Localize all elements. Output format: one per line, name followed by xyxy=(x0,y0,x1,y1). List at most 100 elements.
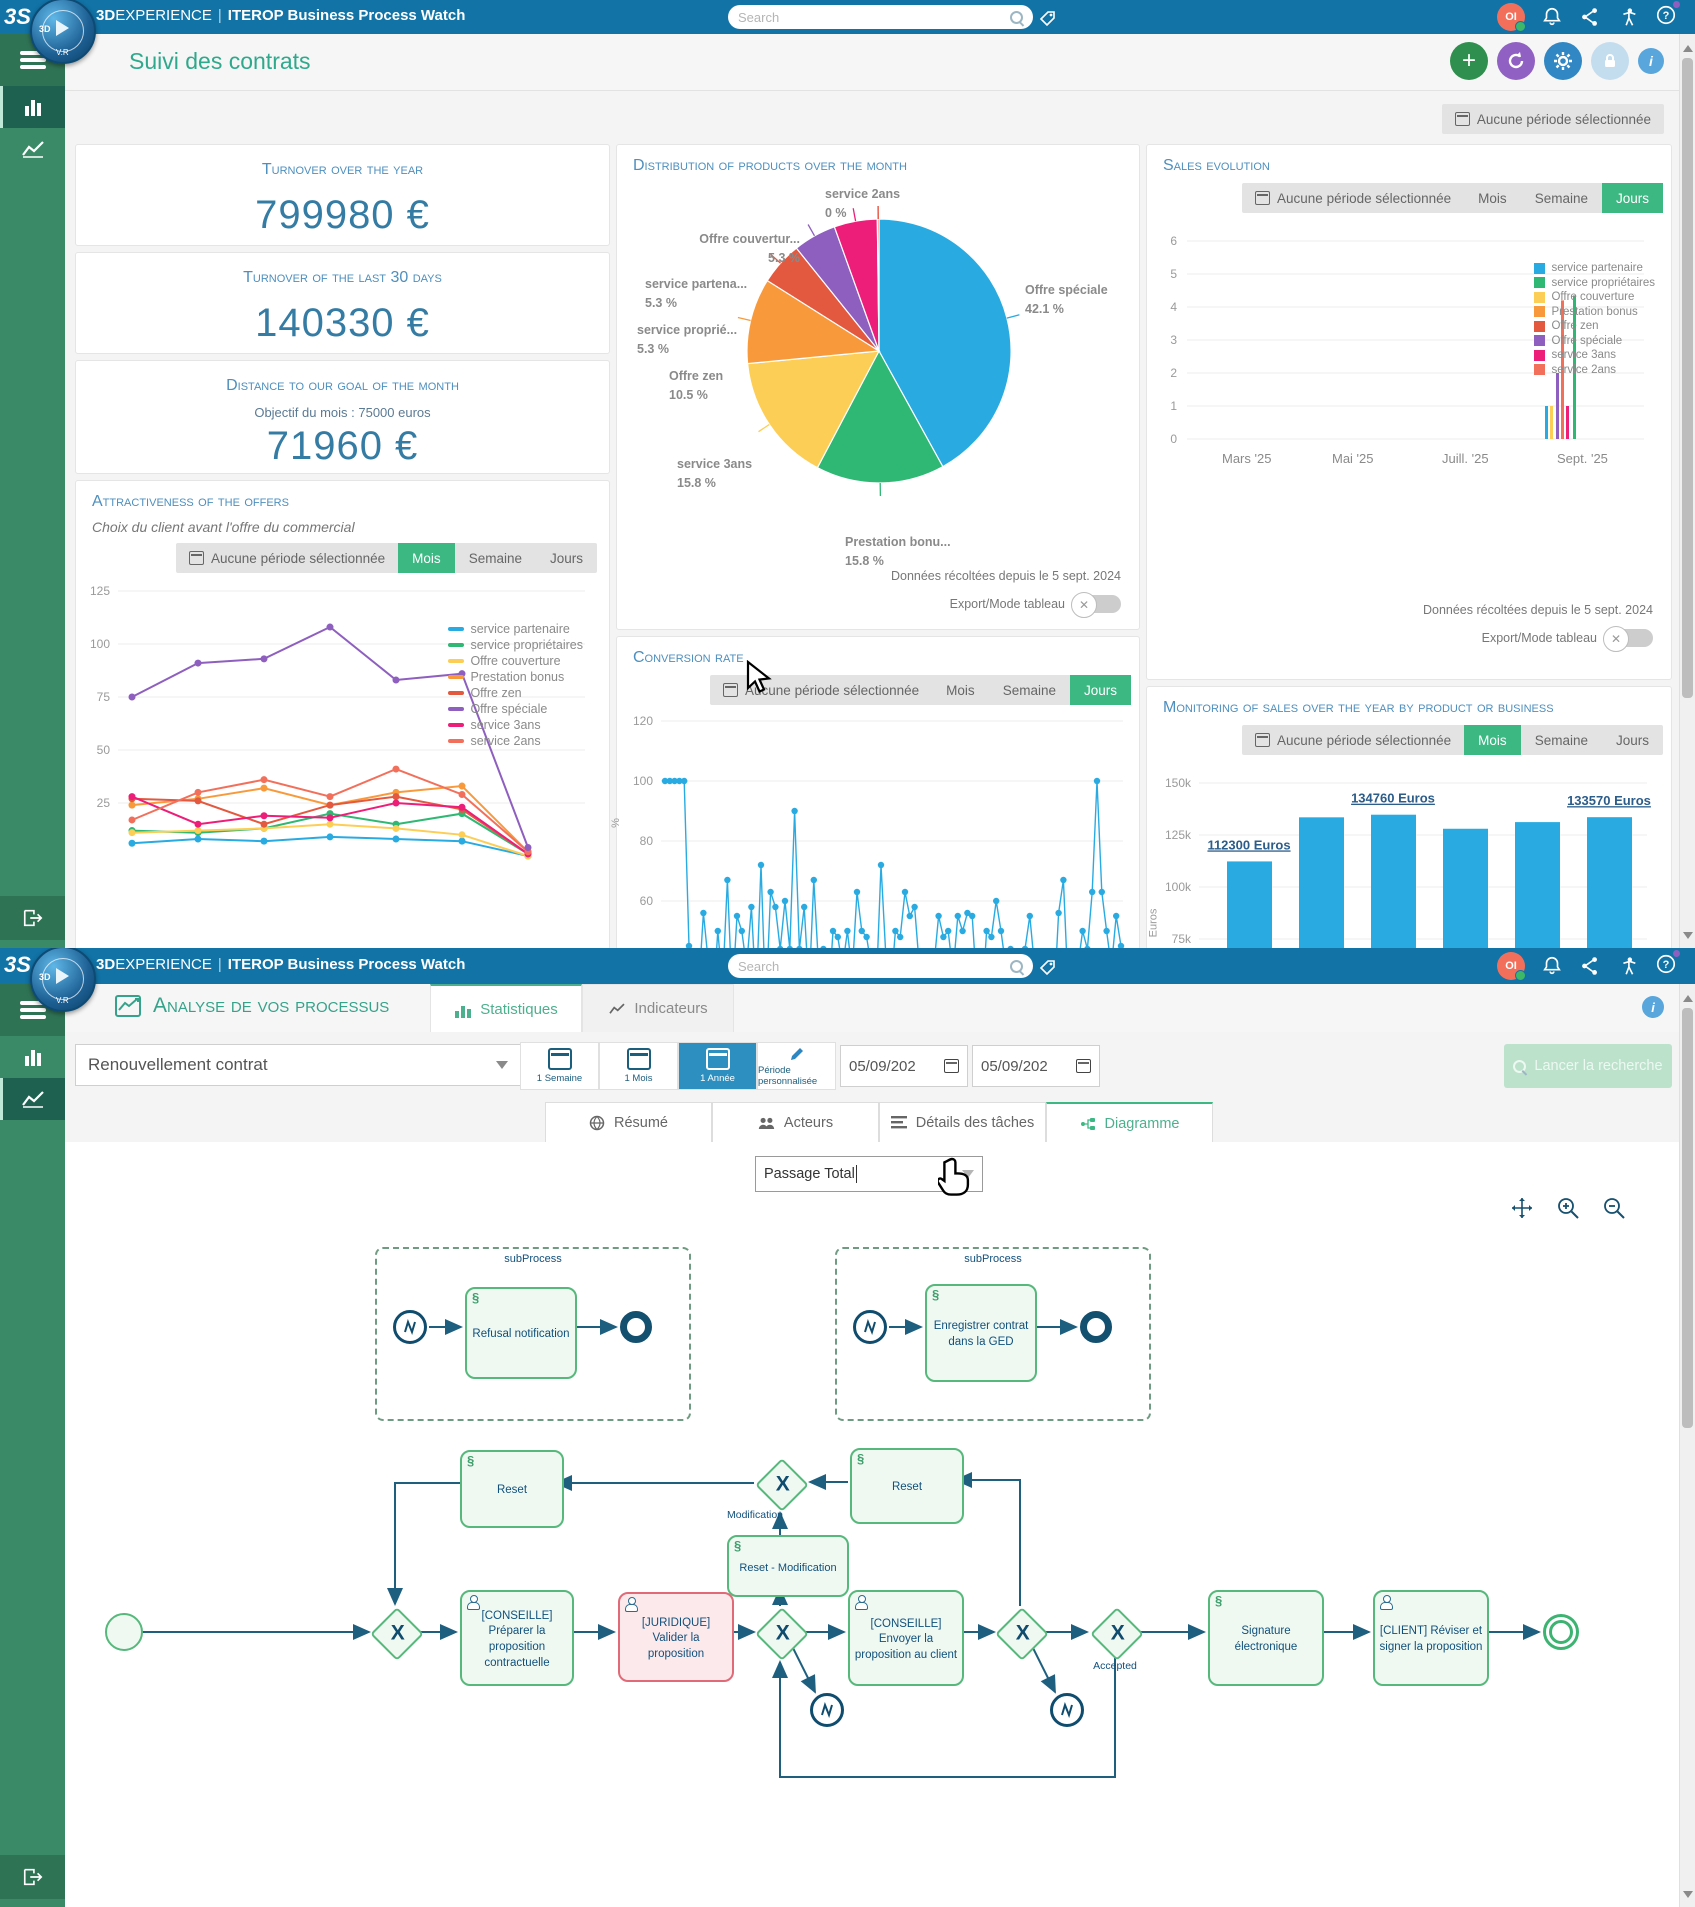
search-icon[interactable] xyxy=(1010,959,1023,973)
scroll-down-arrow[interactable] xyxy=(1683,1891,1693,1903)
date-to-input[interactable]: 05/09/202 xyxy=(972,1045,1100,1087)
end-event-final[interactable] xyxy=(1543,1614,1579,1650)
scrollbar-vertical[interactable] xyxy=(1679,984,1695,1907)
info-button[interactable]: i xyxy=(1642,996,1664,1018)
message-start-event[interactable] xyxy=(853,1310,887,1344)
bell-icon[interactable] xyxy=(1541,6,1563,28)
message-start-event[interactable] xyxy=(393,1310,427,1344)
sidebar-item-indicators[interactable] xyxy=(0,1078,65,1120)
settings-button[interactable] xyxy=(1544,42,1582,80)
zoom-out-icon[interactable] xyxy=(1603,1197,1625,1219)
start-event[interactable] xyxy=(105,1613,143,1651)
search-input[interactable]: Search xyxy=(728,5,1033,29)
search-icon[interactable] xyxy=(1010,10,1023,24)
tab-statistiques[interactable]: Statistiques xyxy=(430,984,582,1032)
zoom-in-icon[interactable] xyxy=(1557,1197,1579,1219)
bell-icon[interactable] xyxy=(1541,955,1563,977)
tag-icon[interactable] xyxy=(1038,957,1058,977)
task-reset-modification[interactable]: § Reset - Modification xyxy=(727,1535,849,1597)
task-client-reviser[interactable]: [CLIENT] Réviser et signer la propositio… xyxy=(1373,1590,1489,1686)
period-pill[interactable]: Aucune période sélectionnée xyxy=(176,543,398,573)
user-avatar[interactable]: OI xyxy=(1497,952,1526,981)
export-mode-toggle[interactable]: ✕ xyxy=(1603,626,1653,652)
task-refusal-notification[interactable]: § Refusal notification xyxy=(465,1287,577,1379)
info-button[interactable]: i xyxy=(1638,48,1664,74)
tab-indicateurs[interactable]: Indicateurs xyxy=(582,984,734,1032)
subprocess-container[interactable]: subProcess xyxy=(835,1247,1151,1421)
period-custom-button[interactable]: Période personnalisée xyxy=(757,1042,836,1090)
period-pill[interactable]: Aucune période sélectionnée xyxy=(1242,183,1464,213)
period-mois-button[interactable]: Mois xyxy=(946,682,975,698)
period-jours-button[interactable]: Jours xyxy=(1069,675,1131,705)
scrollbar-vertical[interactable] xyxy=(1679,34,1695,948)
refresh-button[interactable] xyxy=(1497,42,1535,80)
end-event[interactable] xyxy=(620,1311,652,1343)
tag-icon[interactable] xyxy=(1038,8,1058,28)
period-pill[interactable]: Aucune période sélectionnée xyxy=(710,675,932,705)
message-intermediate-event[interactable] xyxy=(810,1693,844,1727)
task-enregistrer-ged[interactable]: § Enregistrer contrat dans la GED xyxy=(925,1284,1037,1382)
period-1mois-button[interactable]: 1 Mois xyxy=(599,1042,678,1090)
period-semaine-button[interactable]: Semaine xyxy=(468,550,522,566)
3dexperience-compass-logo[interactable]: 3D V.R xyxy=(30,0,96,64)
tab-acteurs[interactable]: Acteurs xyxy=(712,1102,879,1143)
scroll-down-arrow[interactable] xyxy=(1683,932,1693,944)
period-1annee-button[interactable]: 1 Année xyxy=(678,1042,757,1090)
tab-resume[interactable]: Résumé xyxy=(545,1102,712,1143)
message-intermediate-event[interactable] xyxy=(1050,1693,1084,1727)
period-semaine-button[interactable]: Semaine xyxy=(1534,190,1588,206)
period-semaine-button[interactable]: Semaine xyxy=(1534,732,1588,748)
user-avatar[interactable]: OI xyxy=(1497,3,1526,32)
pan-icon[interactable] xyxy=(1511,1197,1533,1219)
export-mode-toggle[interactable]: ✕ xyxy=(1071,592,1121,618)
task-envoyer-proposition[interactable]: [CONSEILLE] Envoyer la proposition au cl… xyxy=(848,1590,964,1686)
period-jours-button[interactable]: Jours xyxy=(549,550,583,566)
date-from-input[interactable]: 05/09/202 xyxy=(840,1045,968,1087)
scrollbar-thumb[interactable] xyxy=(1682,58,1693,698)
collaboration-icon[interactable] xyxy=(1617,955,1639,977)
search-input[interactable]: Search xyxy=(728,954,1033,978)
tab-details-taches[interactable]: Détails des tâches xyxy=(879,1102,1046,1143)
launch-search-button[interactable]: Lancer la recherche xyxy=(1504,1044,1672,1088)
subprocess-container[interactable]: subProcess xyxy=(375,1247,691,1421)
period-semaine-button[interactable]: Semaine xyxy=(1002,682,1056,698)
calendar-icon[interactable] xyxy=(944,1059,959,1073)
task-preparer-proposition[interactable]: [CONSEILLE] Préparer la proposition cont… xyxy=(460,1590,574,1686)
sidebar-item-indicators[interactable] xyxy=(0,128,65,170)
add-button[interactable]: + xyxy=(1450,42,1488,80)
task-signature-electronique[interactable]: § Signature électronique xyxy=(1208,1590,1324,1686)
tab-diagramme[interactable]: Diagramme xyxy=(1046,1102,1213,1144)
3dexperience-compass-logo[interactable]: 3D V.R xyxy=(30,948,96,1012)
scroll-up-arrow[interactable] xyxy=(1683,990,1693,1002)
period-1semaine-button[interactable]: 1 Semaine xyxy=(520,1042,599,1090)
period-jours-button[interactable]: Jours xyxy=(1615,732,1649,748)
global-period-filter[interactable]: Aucune période sélectionnée xyxy=(1441,104,1664,134)
period-mois-button[interactable]: Mois xyxy=(1478,190,1507,206)
logout-button[interactable] xyxy=(0,896,65,940)
help-icon[interactable]: ? xyxy=(1655,0,1680,31)
sidebar-item-statistics[interactable] xyxy=(0,1036,65,1078)
task-valider-proposition[interactable]: [JURIDIQUE] Valider la proposition xyxy=(618,1592,734,1682)
period-pill[interactable]: Aucune période sélectionnée xyxy=(1242,725,1464,755)
calendar-icon[interactable] xyxy=(1076,1059,1091,1073)
scrollbar-thumb[interactable] xyxy=(1682,1008,1693,1428)
period-pill[interactable]: Aucune période sélectionnée xyxy=(1442,104,1664,134)
help-icon[interactable]: ? xyxy=(1655,949,1680,980)
task-reset-1[interactable]: § Reset xyxy=(460,1450,564,1528)
period-mois-button[interactable]: Mois xyxy=(1464,725,1521,755)
task-reset-2[interactable]: § Reset xyxy=(850,1448,964,1524)
scroll-up-arrow[interactable] xyxy=(1683,40,1693,52)
share-icon[interactable] xyxy=(1579,6,1601,28)
chevron-down-icon[interactable] xyxy=(962,1170,974,1184)
collaboration-icon[interactable] xyxy=(1617,6,1639,28)
end-event[interactable] xyxy=(1080,1311,1112,1343)
logout-button[interactable] xyxy=(0,1855,65,1899)
lock-button[interactable] xyxy=(1591,42,1629,80)
period-jours-button[interactable]: Jours xyxy=(1601,183,1663,213)
sidebar-item-statistics[interactable] xyxy=(0,86,65,128)
share-icon[interactable] xyxy=(1579,955,1601,977)
process-select[interactable]: Renouvellement contrat xyxy=(75,1044,521,1086)
passage-select[interactable]: Passage Total xyxy=(755,1156,983,1192)
period-mois-button[interactable]: Mois xyxy=(398,543,455,573)
